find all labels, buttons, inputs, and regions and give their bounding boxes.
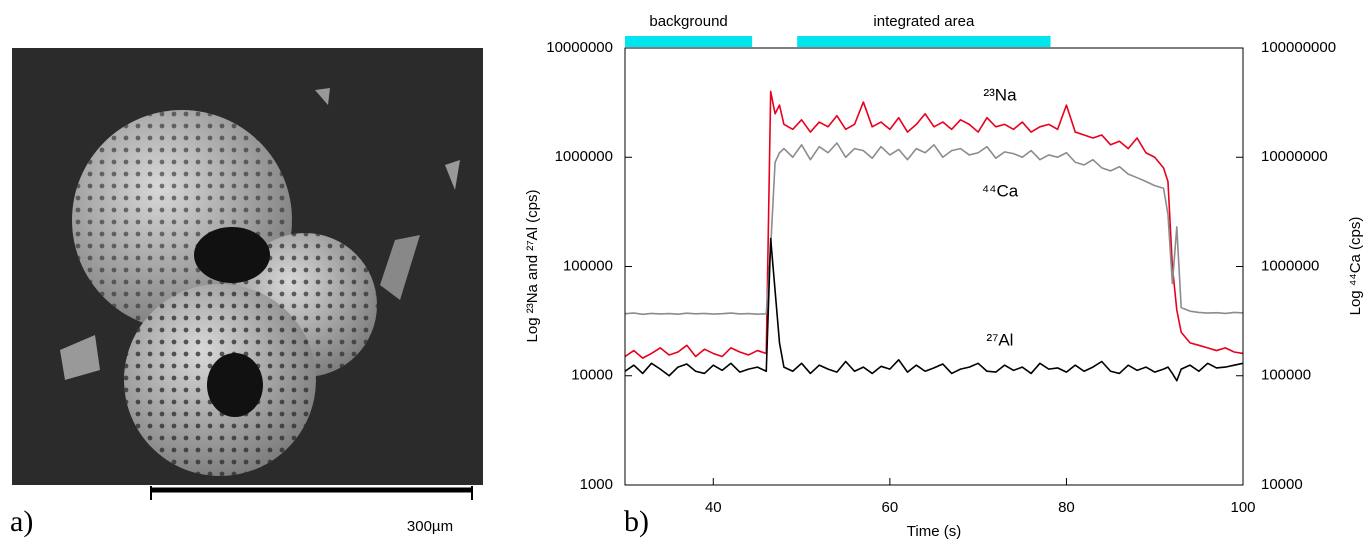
y-tick-label: 1000 [580,476,613,493]
x-axis-label: Time (s) [907,523,961,540]
region-label: background [649,13,727,30]
region-bar [625,36,753,47]
region-bar [797,36,1051,47]
y-tick-label: 10000 [571,367,613,384]
y2-tick-label: 10000 [1261,476,1303,493]
y-tick-label: 10000000 [546,39,613,56]
scale-bar [150,486,473,500]
series-line [624,142,1244,316]
y2-tick-label: 100000 [1261,367,1311,384]
x-tick-label: 60 [882,499,899,516]
sem-image [12,48,483,485]
x-tick-label: 80 [1058,499,1075,516]
y-tick-label: 100000 [563,257,613,274]
scale-bar-label: 300µm [407,518,453,535]
x-tick-label: 100 [1230,499,1255,516]
series-line [624,237,1244,382]
region-label: integrated area [873,13,975,30]
series-label: ²⁷Al [987,330,1014,349]
panel-label: b) [624,505,649,538]
y2-tick-label: 10000000 [1261,148,1328,165]
series-label: ⁴⁴Ca [982,181,1019,200]
series-line [624,90,1244,359]
x-tick-label: 40 [705,499,722,516]
y2-tick-label: 1000000 [1261,257,1319,274]
y2-tick-label: 100000000 [1261,39,1336,56]
plot-frame [624,47,1244,486]
series-label: ²³Na [983,85,1017,104]
y-axis-label: Log ²³Na and ²⁷Al (cps) [524,190,541,343]
y2-axis-label: Log ⁴⁴Ca (cps) [1347,217,1364,316]
panel-label: a) [10,505,33,538]
y-tick-label: 1000000 [555,148,613,165]
